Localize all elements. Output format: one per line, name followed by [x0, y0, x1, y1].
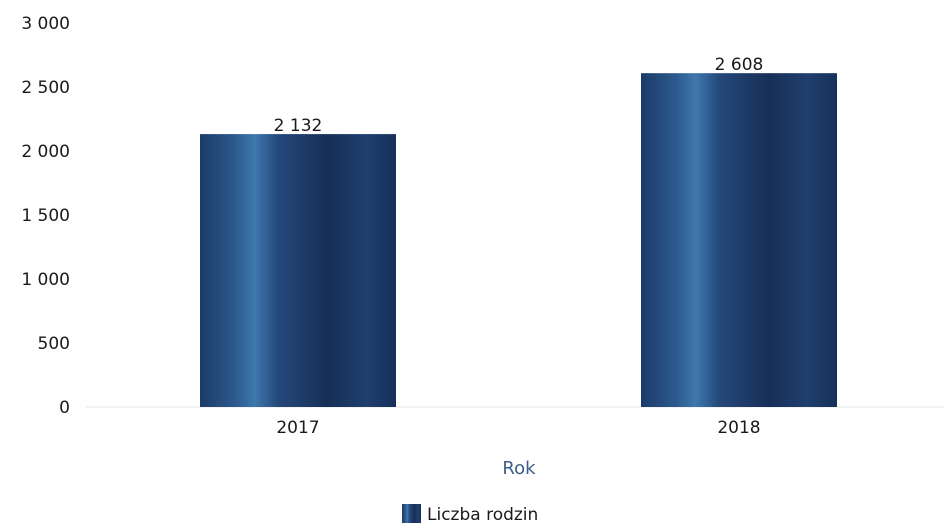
- x-axis-title: Rok: [502, 458, 536, 479]
- bars-group: 2 132 2 608: [200, 55, 837, 408]
- y-axis: 0 500 1 000 1 500 2 000 2 500 3 000: [21, 14, 70, 418]
- y-tick-label: 3 000: [21, 14, 70, 34]
- y-tick-label: 2 000: [21, 142, 70, 162]
- x-tick-label-2018: 2018: [717, 418, 760, 438]
- x-axis: 2017 2018: [276, 418, 760, 438]
- legend-swatch: [402, 504, 421, 523]
- y-tick-label: 2 500: [21, 78, 70, 98]
- y-tick-label: 0: [59, 398, 70, 418]
- bar-2018: [641, 73, 837, 408]
- data-label-2018: 2 608: [715, 55, 764, 75]
- y-tick-label: 500: [38, 334, 70, 354]
- y-tick-label: 1 000: [21, 270, 70, 290]
- legend-label: Liczba rodzin: [427, 505, 538, 523]
- y-tick-label: 1 500: [21, 206, 70, 226]
- bar-2017: [200, 134, 396, 407]
- data-label-2017: 2 132: [274, 116, 323, 136]
- legend: Liczba rodzin: [402, 504, 538, 523]
- x-tick-label-2017: 2017: [276, 418, 319, 438]
